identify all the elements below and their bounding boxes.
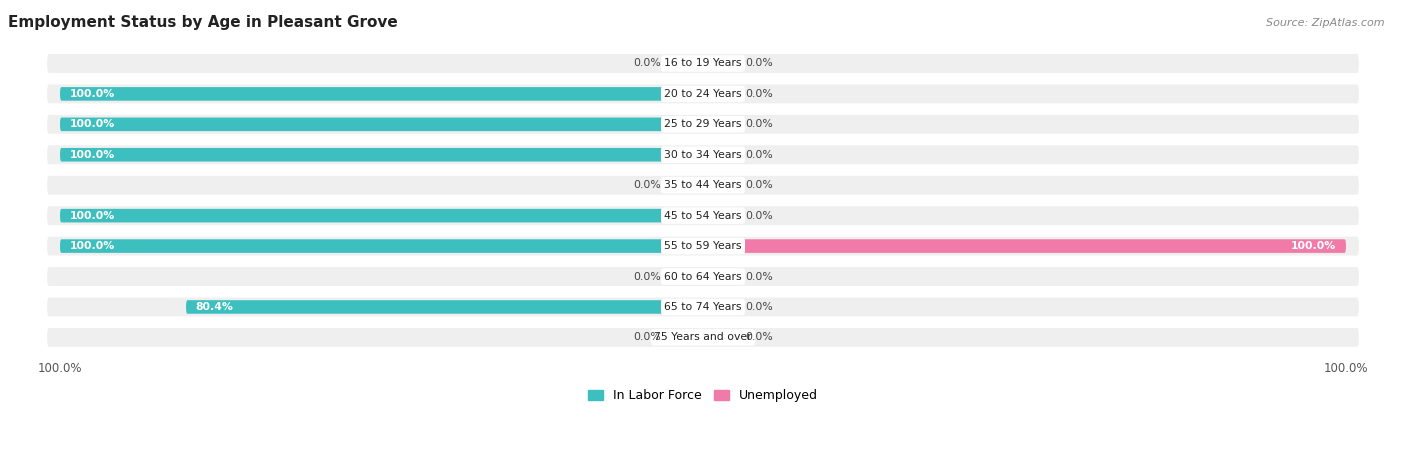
- Legend: In Labor Force, Unemployed: In Labor Force, Unemployed: [583, 384, 823, 407]
- FancyBboxPatch shape: [60, 209, 703, 222]
- Text: 0.0%: 0.0%: [634, 180, 661, 190]
- FancyBboxPatch shape: [60, 148, 703, 161]
- FancyBboxPatch shape: [703, 57, 735, 70]
- FancyBboxPatch shape: [48, 176, 1358, 195]
- Text: 0.0%: 0.0%: [745, 120, 772, 129]
- Text: Source: ZipAtlas.com: Source: ZipAtlas.com: [1267, 18, 1385, 28]
- Text: 30 to 34 Years: 30 to 34 Years: [664, 150, 742, 160]
- Text: 100.0%: 100.0%: [1291, 241, 1336, 251]
- FancyBboxPatch shape: [671, 331, 703, 344]
- Text: 0.0%: 0.0%: [634, 272, 661, 281]
- Text: 55 to 59 Years: 55 to 59 Years: [664, 241, 742, 251]
- FancyBboxPatch shape: [703, 331, 735, 344]
- Text: 35 to 44 Years: 35 to 44 Years: [664, 180, 742, 190]
- FancyBboxPatch shape: [671, 148, 703, 161]
- FancyBboxPatch shape: [671, 209, 703, 222]
- FancyBboxPatch shape: [703, 239, 735, 253]
- Text: 60 to 64 Years: 60 to 64 Years: [664, 272, 742, 281]
- Text: Employment Status by Age in Pleasant Grove: Employment Status by Age in Pleasant Gro…: [8, 15, 398, 30]
- Text: 0.0%: 0.0%: [745, 332, 772, 342]
- FancyBboxPatch shape: [186, 300, 703, 314]
- FancyBboxPatch shape: [703, 118, 735, 131]
- FancyBboxPatch shape: [48, 237, 1358, 256]
- FancyBboxPatch shape: [703, 270, 735, 283]
- Text: 100.0%: 100.0%: [70, 211, 115, 221]
- FancyBboxPatch shape: [48, 267, 1358, 286]
- Text: 0.0%: 0.0%: [745, 180, 772, 190]
- Text: 100.0%: 100.0%: [70, 241, 115, 251]
- FancyBboxPatch shape: [703, 300, 735, 314]
- Text: 16 to 19 Years: 16 to 19 Years: [664, 59, 742, 69]
- FancyBboxPatch shape: [48, 54, 1358, 73]
- Text: 0.0%: 0.0%: [745, 272, 772, 281]
- Text: 20 to 24 Years: 20 to 24 Years: [664, 89, 742, 99]
- Text: 80.4%: 80.4%: [195, 302, 233, 312]
- Text: 100.0%: 100.0%: [70, 150, 115, 160]
- FancyBboxPatch shape: [671, 300, 703, 314]
- Text: 100.0%: 100.0%: [70, 89, 115, 99]
- Text: 0.0%: 0.0%: [634, 59, 661, 69]
- Text: 100.0%: 100.0%: [70, 120, 115, 129]
- FancyBboxPatch shape: [703, 209, 735, 222]
- Text: 0.0%: 0.0%: [634, 332, 661, 342]
- Text: 0.0%: 0.0%: [745, 150, 772, 160]
- FancyBboxPatch shape: [60, 118, 703, 131]
- FancyBboxPatch shape: [48, 115, 1358, 134]
- Text: 0.0%: 0.0%: [745, 59, 772, 69]
- FancyBboxPatch shape: [48, 206, 1358, 225]
- FancyBboxPatch shape: [48, 298, 1358, 317]
- Text: 45 to 54 Years: 45 to 54 Years: [664, 211, 742, 221]
- FancyBboxPatch shape: [703, 87, 735, 101]
- FancyBboxPatch shape: [60, 87, 703, 101]
- Text: 0.0%: 0.0%: [745, 211, 772, 221]
- FancyBboxPatch shape: [671, 57, 703, 70]
- FancyBboxPatch shape: [48, 145, 1358, 164]
- FancyBboxPatch shape: [671, 270, 703, 283]
- FancyBboxPatch shape: [671, 179, 703, 192]
- FancyBboxPatch shape: [671, 239, 703, 253]
- Text: 0.0%: 0.0%: [745, 89, 772, 99]
- FancyBboxPatch shape: [703, 179, 735, 192]
- FancyBboxPatch shape: [703, 148, 735, 161]
- Text: 75 Years and over: 75 Years and over: [654, 332, 752, 342]
- FancyBboxPatch shape: [703, 239, 1346, 253]
- FancyBboxPatch shape: [48, 328, 1358, 347]
- FancyBboxPatch shape: [48, 84, 1358, 103]
- FancyBboxPatch shape: [60, 239, 703, 253]
- Text: 65 to 74 Years: 65 to 74 Years: [664, 302, 742, 312]
- Text: 25 to 29 Years: 25 to 29 Years: [664, 120, 742, 129]
- FancyBboxPatch shape: [671, 118, 703, 131]
- FancyBboxPatch shape: [671, 87, 703, 101]
- Text: 0.0%: 0.0%: [745, 302, 772, 312]
